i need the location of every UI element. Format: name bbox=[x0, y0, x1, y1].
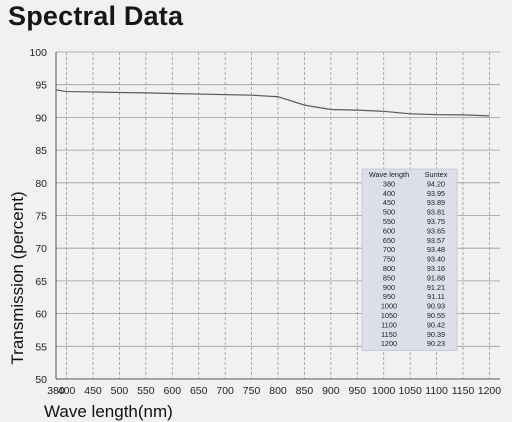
table-cell-wavelength: 900 bbox=[383, 283, 395, 292]
table-cell-wavelength: 500 bbox=[383, 208, 395, 217]
table-cell-suntex: 93.89 bbox=[427, 198, 445, 207]
table-cell-wavelength: 650 bbox=[383, 236, 395, 245]
x-tick-label: 1150 bbox=[452, 385, 475, 397]
x-tick-label: 500 bbox=[111, 385, 129, 397]
x-tick-label: 450 bbox=[84, 385, 102, 397]
y-tick-label: 55 bbox=[35, 341, 47, 353]
table-cell-suntex: 91.21 bbox=[427, 283, 445, 292]
x-tick-label: 550 bbox=[137, 385, 155, 397]
table-cell-suntex: 90.93 bbox=[427, 302, 445, 311]
y-tick-label: 100 bbox=[29, 47, 47, 59]
y-tick-label: 95 bbox=[35, 80, 47, 92]
x-tick-label: 700 bbox=[216, 385, 234, 397]
x-tick-label: 1050 bbox=[398, 385, 422, 397]
table-cell-wavelength: 450 bbox=[383, 198, 395, 207]
table-cell-suntex: 94.20 bbox=[427, 179, 445, 188]
table-cell-wavelength: 750 bbox=[383, 255, 395, 264]
table-cell-wavelength: 400 bbox=[383, 189, 395, 198]
x-tick-label: 850 bbox=[296, 385, 314, 397]
x-tick-label: 400 bbox=[58, 385, 76, 397]
x-tick-label: 1000 bbox=[372, 385, 396, 397]
table-cell-wavelength: 1150 bbox=[381, 330, 397, 339]
x-tick-label: 750 bbox=[243, 385, 261, 397]
table-header-suntex: Suntex bbox=[425, 170, 448, 179]
y-tick-label: 70 bbox=[35, 243, 47, 255]
series-line-suntex bbox=[55, 89, 490, 117]
table-cell-suntex: 93.40 bbox=[427, 255, 445, 264]
table-header-wavelength: Wave length bbox=[369, 170, 409, 179]
table-cell-wavelength: 550 bbox=[383, 217, 395, 226]
table-cell-suntex: 90.55 bbox=[427, 311, 445, 320]
table-cell-suntex: 93.57 bbox=[427, 236, 445, 245]
y-tick-label: 75 bbox=[35, 211, 47, 223]
x-tick-label: 650 bbox=[190, 385, 208, 397]
x-tick-label: 600 bbox=[164, 385, 182, 397]
table-cell-suntex: 93.65 bbox=[427, 226, 445, 235]
y-tick-labels: 50 55 60 65 70 75 80 85 90 95 100 bbox=[29, 47, 47, 386]
table-cell-suntex: 90.39 bbox=[427, 330, 445, 339]
table-cell-wavelength: 700 bbox=[383, 245, 395, 254]
table-cell-suntex: 90.23 bbox=[427, 339, 445, 348]
table-cell-suntex: 91.11 bbox=[427, 292, 445, 301]
x-tick-label: 1200 bbox=[478, 385, 502, 397]
chart-title: Spectral Data bbox=[8, 1, 184, 31]
table-cell-wavelength: 800 bbox=[383, 264, 395, 273]
table-cell-wavelength: 1000 bbox=[381, 302, 397, 311]
y-tick-label: 90 bbox=[35, 112, 47, 124]
x-tick-label: 380 bbox=[47, 385, 65, 397]
table-cell-wavelength: 600 bbox=[383, 226, 395, 235]
table-cell-suntex: 90.42 bbox=[427, 320, 445, 329]
y-tick-label: 85 bbox=[35, 145, 47, 157]
table-background bbox=[361, 168, 458, 351]
y-axis-label: Transmission (percent) bbox=[8, 191, 27, 364]
series-lines bbox=[55, 89, 490, 117]
y-tick-label: 80 bbox=[35, 178, 47, 190]
table-cell-wavelength: 380 bbox=[383, 179, 395, 188]
table-cell-suntex: 93.81 bbox=[427, 208, 445, 217]
table-cell-wavelength: 850 bbox=[383, 273, 395, 282]
y-tick-label: 65 bbox=[35, 276, 47, 288]
y-tick-label: 50 bbox=[35, 374, 47, 386]
table-cell-suntex: 93.75 bbox=[427, 217, 445, 226]
data-table: Wave length Suntex 380 94.20 400 93.95 450 93.8… bbox=[361, 168, 458, 351]
x-tick-label: 900 bbox=[322, 385, 340, 397]
grid-lines bbox=[55, 51, 500, 380]
x-tick-label: 950 bbox=[349, 385, 367, 397]
table-cell-suntex: 91.88 bbox=[427, 273, 445, 282]
table-cell-suntex: 93.95 bbox=[427, 189, 445, 198]
y-tick-label: 60 bbox=[35, 309, 47, 321]
x-axis-label: Wave length(nm) bbox=[44, 402, 173, 421]
table-cell-wavelength: 1200 bbox=[381, 339, 397, 348]
table-cell-wavelength: 1100 bbox=[381, 320, 397, 329]
x-tick-label: 1100 bbox=[425, 385, 448, 397]
plot-frame bbox=[55, 52, 500, 380]
table-cell-suntex: 93.48 bbox=[427, 245, 445, 254]
table-cell-suntex: 93.16 bbox=[427, 264, 445, 273]
x-tick-label: 800 bbox=[269, 385, 287, 397]
table-cell-wavelength: 1050 bbox=[381, 311, 397, 320]
table-cell-wavelength: 950 bbox=[383, 292, 395, 301]
